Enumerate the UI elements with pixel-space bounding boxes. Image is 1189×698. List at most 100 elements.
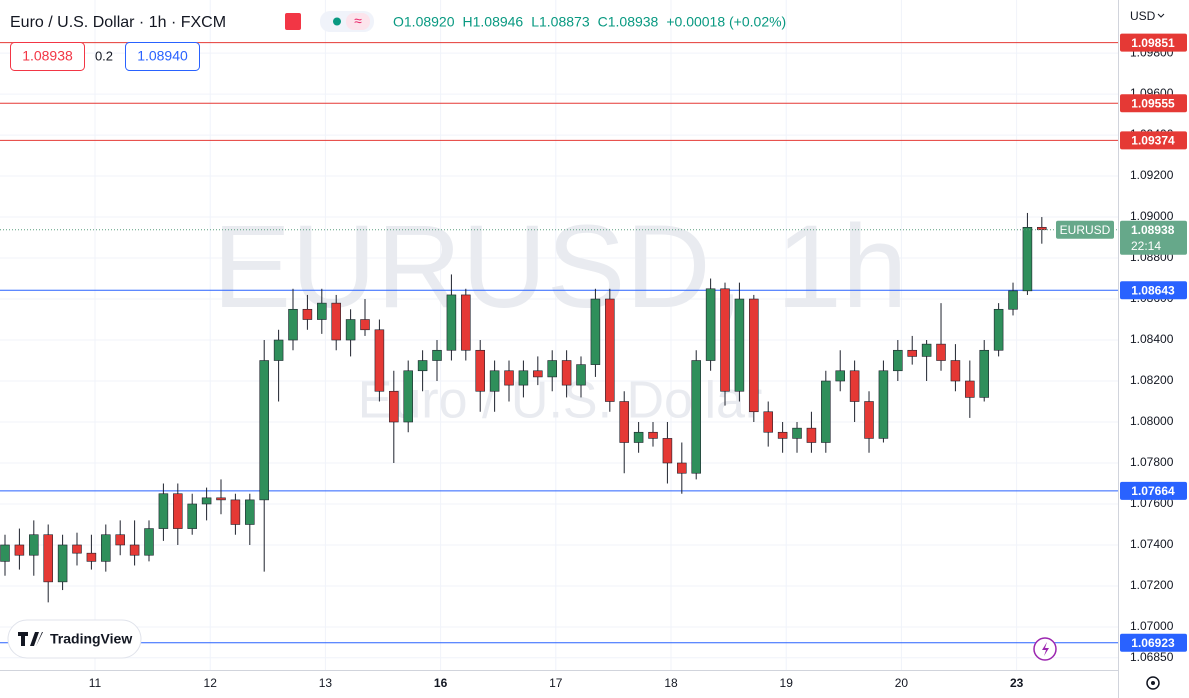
x-tick-label: 13 bbox=[319, 676, 333, 690]
candle-body bbox=[72, 544, 82, 554]
x-tick-label: 12 bbox=[204, 676, 218, 690]
candle-body bbox=[432, 349, 442, 361]
candle-body bbox=[504, 370, 514, 386]
settings-center[interactable] bbox=[1151, 681, 1155, 685]
watermark-subtitle: Euro / U.S. Dollar bbox=[358, 372, 763, 430]
sell-price[interactable]: 1.08938 bbox=[22, 48, 73, 64]
candle-body bbox=[950, 360, 961, 382]
last-price-box bbox=[1120, 220, 1187, 255]
candle-body bbox=[201, 497, 212, 505]
status-icon bbox=[346, 13, 370, 30]
level-label-box bbox=[1120, 131, 1187, 150]
y-tick-label: 1.09200 bbox=[1130, 168, 1174, 182]
y-tick-label: 1.07000 bbox=[1130, 619, 1174, 633]
sell-button[interactable] bbox=[10, 42, 85, 71]
level-label-box bbox=[1120, 33, 1187, 52]
market-open-dot bbox=[333, 17, 341, 26]
y-tick-label: 1.07200 bbox=[1130, 578, 1174, 592]
brand: TradingView bbox=[50, 631, 132, 647]
settings-gear[interactable] bbox=[1146, 676, 1160, 690]
countdown: 22:14 bbox=[1131, 239, 1161, 253]
candle-body bbox=[29, 534, 39, 556]
time-axis: 11 12 13 16 17 18 19 20 23 bbox=[89, 676, 1024, 690]
candle-body bbox=[619, 401, 629, 443]
y-tick-label: 1.08000 bbox=[1130, 414, 1174, 428]
candle-body bbox=[446, 294, 457, 351]
candle-body bbox=[115, 534, 125, 546]
y-tick-label: 1.06850 bbox=[1130, 650, 1174, 664]
candle-body bbox=[777, 431, 788, 439]
candle-body bbox=[518, 370, 529, 386]
candle-body bbox=[806, 427, 817, 443]
candle-body bbox=[864, 401, 874, 439]
candle-body bbox=[345, 319, 356, 341]
level-label-box bbox=[1120, 94, 1187, 113]
logo-badge[interactable] bbox=[7, 619, 142, 659]
candle-body bbox=[734, 298, 745, 392]
candle-body bbox=[792, 427, 802, 439]
price-axis: 1.098001.096001.094001.092001.090001.088… bbox=[1120, 33, 1187, 664]
x-tick-label: 16 bbox=[434, 676, 448, 690]
currency-caret[interactable] bbox=[1157, 13, 1165, 18]
candle-body bbox=[129, 544, 140, 556]
buy-price[interactable]: 1.08940 bbox=[137, 48, 188, 64]
candle-body bbox=[187, 503, 197, 529]
y-tick-label: 1.07800 bbox=[1130, 455, 1174, 469]
candle-body bbox=[590, 298, 601, 365]
watermark: EURUSD, 1h bbox=[212, 201, 907, 333]
candle-body bbox=[605, 298, 615, 402]
candle-body bbox=[662, 438, 673, 464]
level-label: 1.07664 bbox=[1131, 484, 1175, 498]
flag-icon[interactable] bbox=[285, 13, 301, 30]
symbol-label: EURUSD bbox=[1060, 223, 1111, 237]
candle-body bbox=[173, 493, 183, 529]
candle-body bbox=[965, 380, 975, 398]
candle-body bbox=[374, 329, 385, 392]
candle-body bbox=[749, 298, 759, 413]
ohlc-value: H1.08946 bbox=[463, 14, 524, 30]
candle-body bbox=[403, 370, 413, 423]
candle-body bbox=[691, 360, 701, 474]
candle-body bbox=[835, 370, 845, 382]
candle-body bbox=[576, 364, 586, 386]
level-label: 1.09851 bbox=[1131, 36, 1175, 50]
last-price-label: 1.08938 bbox=[1131, 223, 1175, 237]
x-tick-label: 18 bbox=[664, 676, 678, 690]
settings-icon[interactable] bbox=[1146, 676, 1160, 690]
candle-body bbox=[216, 497, 226, 501]
candle-body bbox=[43, 534, 53, 583]
y-tick-label: 1.09000 bbox=[1130, 209, 1174, 223]
candle-body bbox=[475, 349, 485, 392]
overlay: EURUSD bbox=[0, 220, 1118, 239]
candle-body bbox=[461, 294, 471, 351]
candle-body bbox=[705, 288, 716, 361]
x-tick-label: 19 bbox=[780, 676, 794, 690]
level-label: 1.08643 bbox=[1131, 283, 1175, 297]
candle-body bbox=[720, 288, 730, 392]
y-tick-label: 1.07400 bbox=[1130, 537, 1174, 551]
currency[interactable]: USD bbox=[1130, 9, 1156, 23]
x-tick-label: 23 bbox=[1010, 676, 1024, 690]
x-tick-label: 11 bbox=[89, 676, 102, 690]
symbol-title: Euro / U.S. Dollar · 1h · FXCM bbox=[10, 14, 226, 31]
buy-button[interactable] bbox=[125, 42, 200, 71]
candle-body bbox=[417, 360, 428, 372]
level-label-box bbox=[1120, 633, 1187, 652]
candle-body bbox=[533, 370, 543, 378]
candle-body bbox=[302, 308, 313, 320]
y-tick-label: 1.08400 bbox=[1130, 332, 1174, 346]
candle-body bbox=[0, 544, 10, 562]
candle-body bbox=[547, 360, 557, 378]
ohlc-legend: O1.08920 H1.08946 L1.08873 C1.08938 +0.00018… bbox=[393, 14, 786, 30]
candle-body bbox=[1008, 290, 1018, 310]
candle-body bbox=[677, 462, 687, 474]
candle-body bbox=[489, 370, 500, 392]
level-label-box bbox=[1120, 281, 1187, 300]
candle-body bbox=[1022, 226, 1033, 292]
candle-body bbox=[907, 349, 917, 357]
candle-body bbox=[158, 493, 169, 529]
levels bbox=[0, 42, 1118, 644]
x-tick-label: 17 bbox=[549, 676, 563, 690]
ohlc-value: O1.08920 bbox=[393, 14, 455, 30]
